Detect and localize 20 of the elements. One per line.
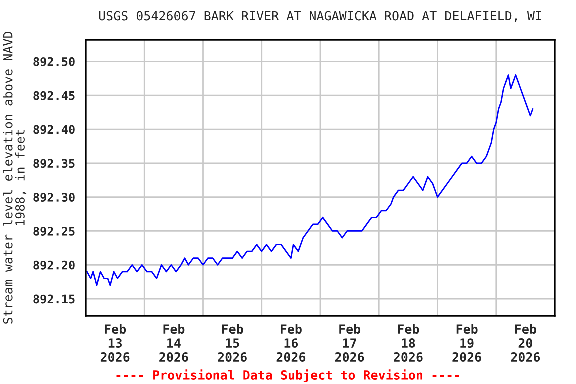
x-tick-label: Feb 17 2026 (335, 324, 364, 362)
text: ---- Provisional Data Subject to Revision ---- (116, 370, 460, 382)
x-tick-label: Feb 15 2026 (218, 324, 247, 362)
y-tick-label: 892.35 (34, 159, 75, 168)
y-tick-label: 892.15 (34, 294, 75, 304)
x-tick-label: Feb 18 2026 (394, 324, 423, 362)
y-tick-label: 892.25 (34, 226, 75, 236)
y-tick-label: 892.40 (34, 125, 75, 134)
y-tick-label: 892.45 (34, 91, 75, 100)
y-tick-label: 892.20 (34, 260, 75, 270)
line-series (86, 74, 534, 286)
chart-title: USGS 05426067 BARK RIVER AT NAGAWICKA ROAD AT DELAFIELD, WI (99, 11, 542, 22)
x-tick-label: Feb 14 2026 (160, 324, 188, 362)
x-tick-label: Feb 19 2026 (452, 324, 482, 362)
y-tick-label: 892.50 (34, 57, 75, 66)
x-tick-label: Feb 13 2026 (100, 324, 130, 362)
x-tick-label: Feb 20 2026 (511, 324, 540, 362)
y-tick-label: 892.30 (34, 193, 75, 202)
x-tick-label: Feb 16 2026 (276, 324, 306, 362)
y-axis-title: Stream water level elevation above NAVD 1988, in feet (3, 32, 27, 324)
